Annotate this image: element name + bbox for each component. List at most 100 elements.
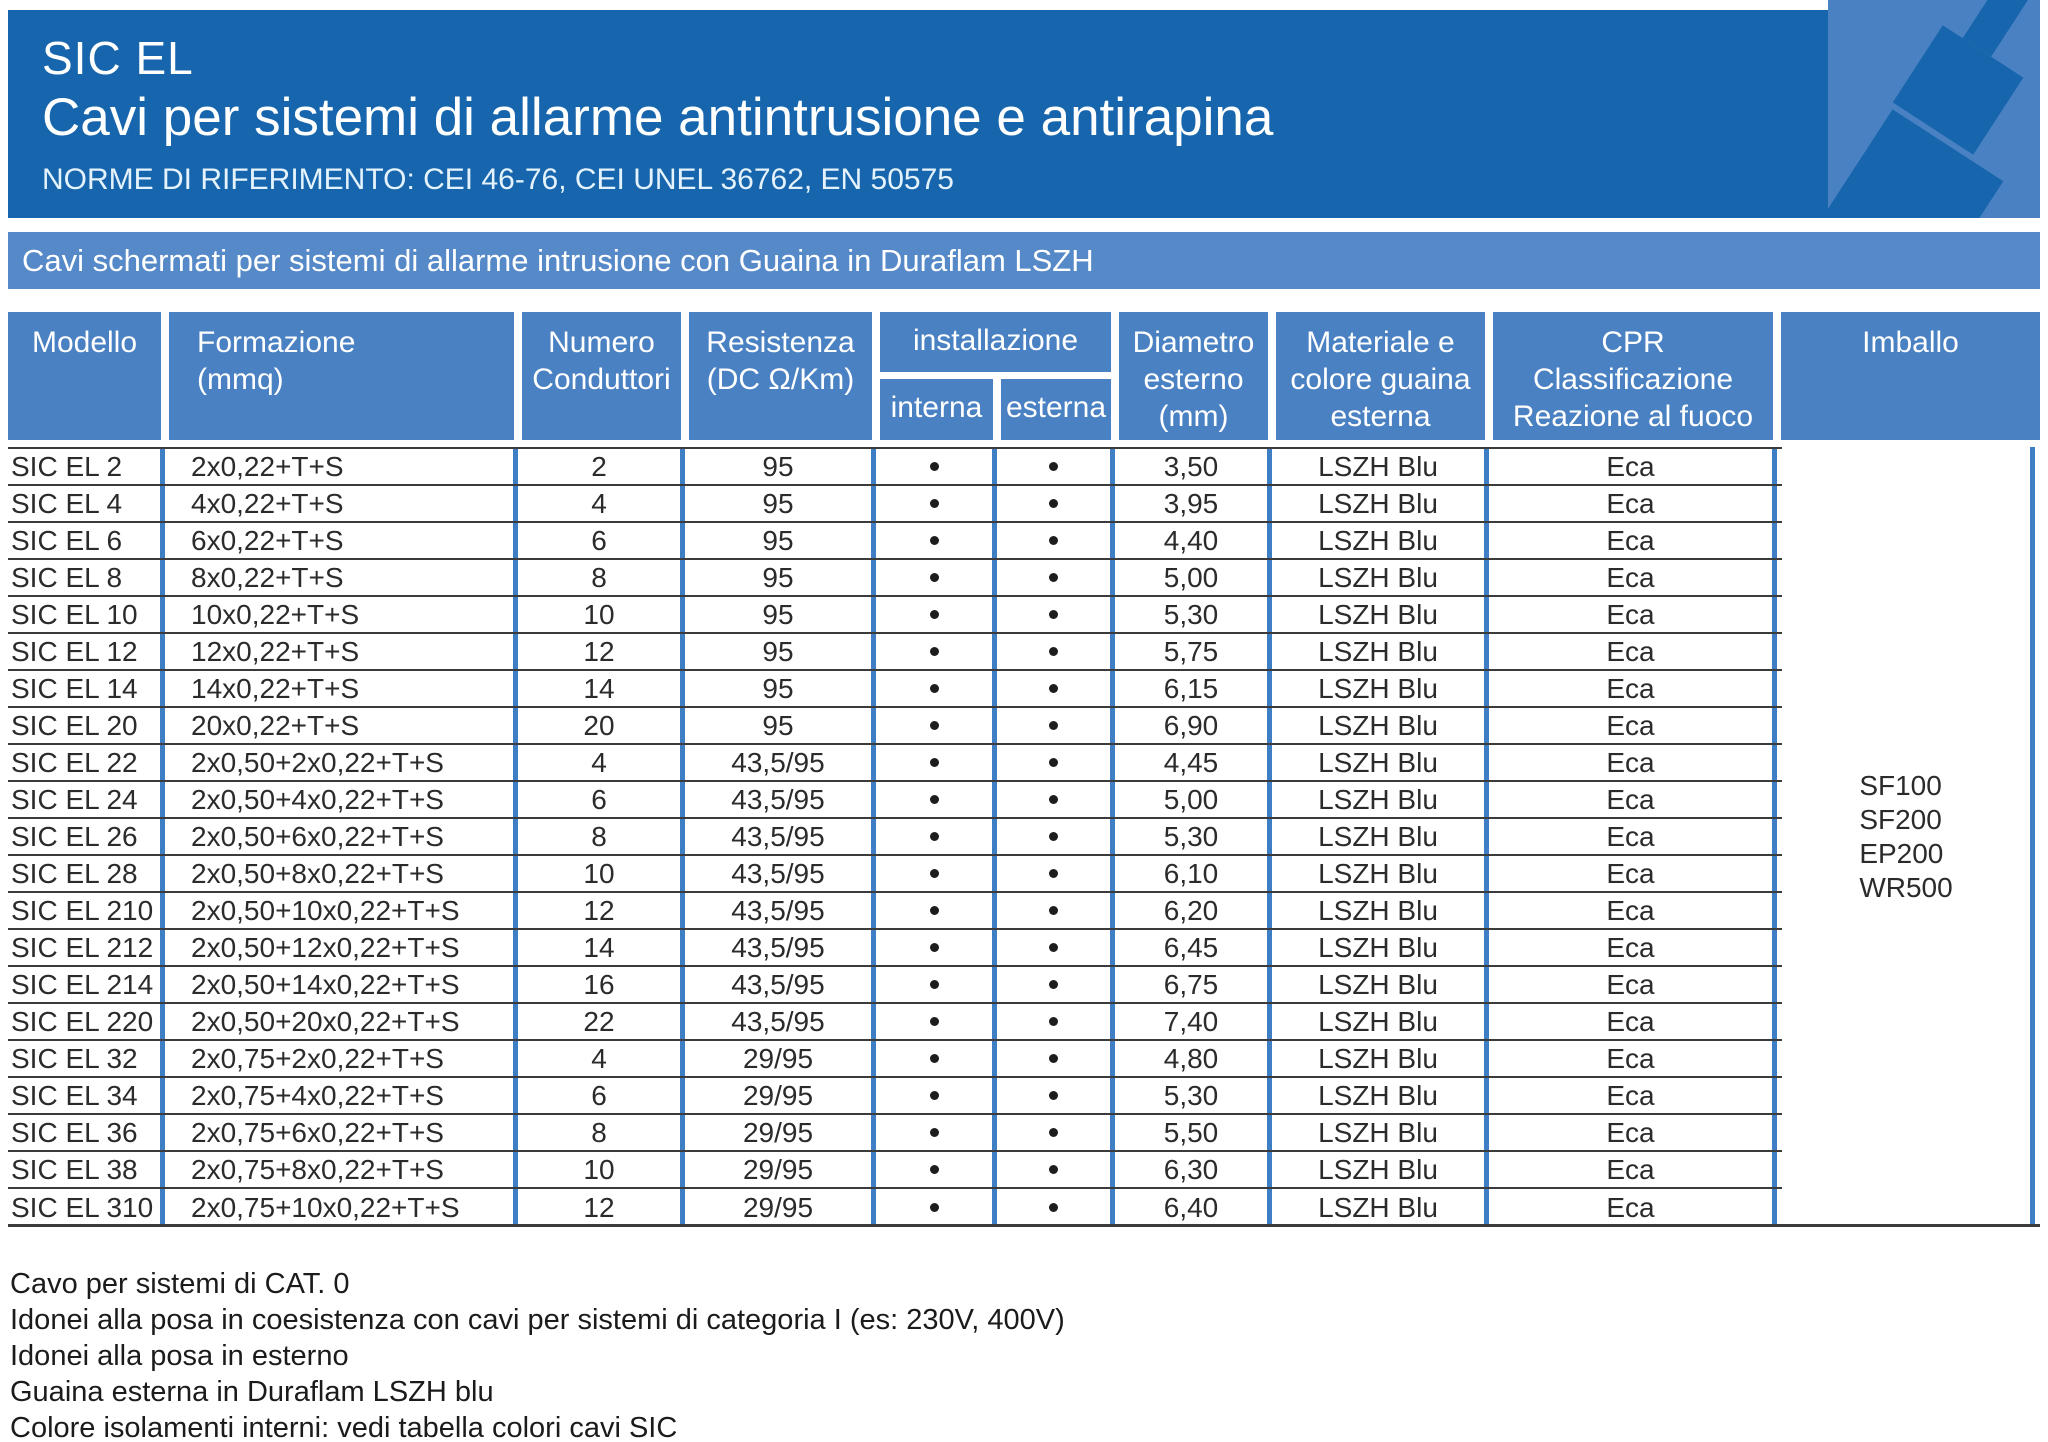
installation-interna-cell [876,930,997,965]
cell-materiale: LSZH Blu [1272,1189,1489,1226]
installation-dot [929,536,939,545]
installation-esterna-cell [997,1004,1115,1039]
cell-conduttori: 10 [518,597,685,632]
cell-modello: SIC EL 22 [8,745,165,780]
section-band: Cavi schermati per sistemi di allarme in… [8,232,2040,289]
installation-interna-cell [876,671,997,706]
cell-diametro: 5,30 [1115,1078,1272,1113]
cell-diametro: 6,45 [1115,930,1272,965]
table-row: SIC EL 6 6x0,22+T+S 6 95 4,40 LSZH Blu Eca [8,523,1782,560]
table-row: SIC EL 310 2x0,75+10x0,22+T+S 12 29/95 6,40 L… [8,1189,1782,1226]
cell-diametro: 6,40 [1115,1189,1272,1226]
column-header-materiale: Materiale e colore guaina esterna [1276,312,1485,440]
installation-interna-cell [876,1115,997,1150]
section-band-label: Cavi schermati per sistemi di allarme in… [22,242,1094,278]
cell-conduttori: 8 [518,819,685,854]
cell-conduttori: 6 [518,523,685,558]
installation-dot [929,1128,939,1137]
cell-modello: SIC EL 8 [8,560,165,595]
installation-esterna-cell [997,930,1115,965]
installation-esterna-cell [997,856,1115,891]
cell-resistenza: 95 [685,560,876,595]
installation-esterna-cell [997,782,1115,817]
cell-resistenza: 29/95 [685,1189,876,1226]
cell-resistenza: 43,5/95 [685,819,876,854]
cell-modello: SIC EL 36 [8,1115,165,1150]
cell-materiale: LSZH Blu [1272,893,1489,928]
cell-materiale: LSZH Blu [1272,1152,1489,1187]
table-row: SIC EL 38 2x0,75+8x0,22+T+S 10 29/95 6,30 LSZ… [8,1152,1782,1189]
cell-modello: SIC EL 220 [8,1004,165,1039]
column-header-formazione: Formazione (mmq) [169,312,514,440]
cell-modello: SIC EL 26 [8,819,165,854]
installation-dot [1049,758,1058,767]
footer-note: Idonei alla posa in esterno [10,1340,349,1372]
cell-formazione: 2x0,22+T+S [165,449,518,484]
column-header-resistenza: Resistenza (DC Ω/Km) [689,312,872,440]
cell-resistenza: 43,5/95 [685,893,876,928]
cell-conduttori: 10 [518,1152,685,1187]
cell-formazione: 2x0,50+12x0,22+T+S [165,930,518,965]
cell-cpr: Eca [1489,819,1777,854]
table-row: SIC EL 210 2x0,50+10x0,22+T+S 12 43,5/95 6,2… [8,893,1782,930]
table-row: SIC EL 36 2x0,75+6x0,22+T+S 8 29/95 5,50 LSZH… [8,1115,1782,1152]
footer-note: Idonei alla posa in coesistenza con cavi… [10,1304,1065,1336]
column-header-diametro: Diametro esterno (mm) [1119,312,1268,440]
installation-dot [929,721,939,730]
cell-diametro: 5,50 [1115,1115,1272,1150]
column-header-installazione: installazione [880,312,1111,372]
cell-formazione: 2x0,75+4x0,22+T+S [165,1078,518,1113]
installation-dot [929,684,939,693]
installation-dot [1049,1165,1058,1174]
cell-conduttori: 22 [518,1004,685,1039]
cell-resistenza: 95 [685,671,876,706]
cell-diametro: 6,75 [1115,967,1272,1002]
cell-conduttori: 4 [518,745,685,780]
installation-dot [1049,832,1058,841]
installation-esterna-cell [997,967,1115,1002]
table-row: SIC EL 12 12x0,22+T+S 12 95 5,75 LSZH Blu Eca [8,634,1782,671]
cell-modello: SIC EL 4 [8,486,165,521]
cell-cpr: Eca [1489,893,1777,928]
footer-note: Guaina esterna in Duraflam LSZH blu [10,1376,494,1408]
cell-resistenza: 95 [685,597,876,632]
installation-esterna-cell [997,671,1115,706]
cell-modello: SIC EL 212 [8,930,165,965]
cell-conduttori: 4 [518,1041,685,1076]
cell-resistenza: 29/95 [685,1115,876,1150]
cell-conduttori: 2 [518,449,685,484]
table-row: SIC EL 14 14x0,22+T+S 14 95 6,15 LSZH Blu Eca [8,671,1782,708]
cell-diametro: 7,40 [1115,1004,1272,1039]
cell-conduttori: 12 [518,634,685,669]
cell-materiale: LSZH Blu [1272,1115,1489,1150]
imballo-value: EP200 [1859,837,1944,869]
cell-cpr: Eca [1489,560,1777,595]
cell-materiale: LSZH Blu [1272,671,1489,706]
cell-materiale: LSZH Blu [1272,1078,1489,1113]
cell-diametro: 4,80 [1115,1041,1272,1076]
cell-cpr: Eca [1489,1115,1777,1150]
footer-note: Colore isolamenti interni: vedi tabella … [10,1412,678,1442]
cell-resistenza: 43,5/95 [685,745,876,780]
cell-cpr: Eca [1489,930,1777,965]
cell-diametro: 3,50 [1115,449,1272,484]
installation-esterna-cell [997,1078,1115,1113]
cell-materiale: LSZH Blu [1272,967,1489,1002]
installation-esterna-cell [997,1115,1115,1150]
installation-dot [1049,610,1058,619]
cell-materiale: LSZH Blu [1272,708,1489,743]
cell-formazione: 4x0,22+T+S [165,486,518,521]
cell-formazione: 10x0,22+T+S [165,597,518,632]
installation-interna-cell [876,967,997,1002]
installation-dot [1049,499,1058,508]
installation-interna-cell [876,1152,997,1187]
cell-conduttori: 20 [518,708,685,743]
installation-esterna-cell [997,708,1115,743]
cell-resistenza: 95 [685,486,876,521]
table-row: SIC EL 24 2x0,50+4x0,22+T+S 6 43,5/95 5,00 LS… [8,782,1782,819]
cell-modello: SIC EL 6 [8,523,165,558]
cell-conduttori: 16 [518,967,685,1002]
installation-dot [929,647,939,656]
cell-conduttori: 6 [518,782,685,817]
cell-modello: SIC EL 14 [8,671,165,706]
